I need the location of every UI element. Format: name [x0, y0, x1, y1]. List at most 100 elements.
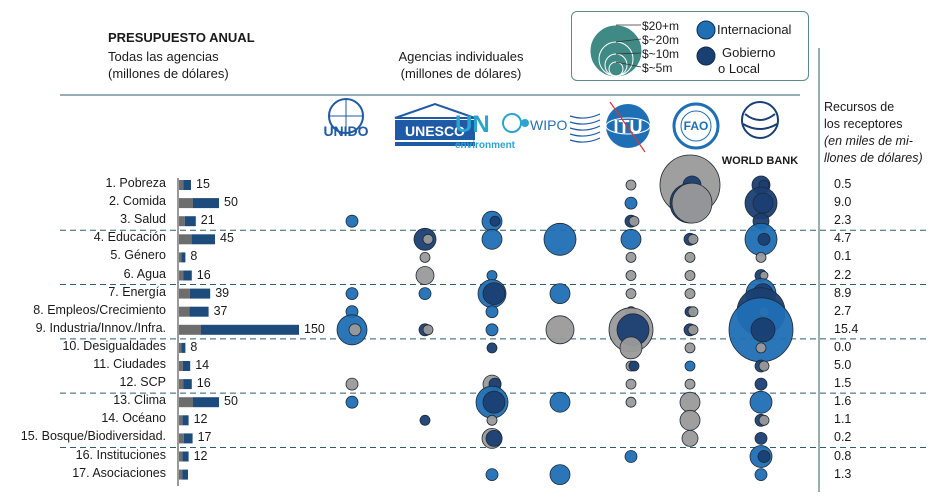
recursos-value: 0.2: [834, 430, 852, 445]
bar-value-label: 14: [195, 358, 210, 372]
legend-size-10: $~10m: [642, 47, 680, 61]
individual-title-line1: Agencias individuales: [398, 49, 524, 64]
bar-value-label: 45: [220, 231, 234, 246]
bubble-international: [345, 214, 359, 228]
svg-text:UN: UN: [455, 111, 490, 138]
legend-international-label: Internacional: [717, 22, 792, 37]
bubble-other: [348, 323, 362, 337]
bubble-other: [419, 251, 431, 263]
bar-value-label: 8: [190, 339, 198, 354]
bubble-international: [620, 228, 642, 250]
bubble-other: [758, 360, 770, 372]
bubble-international: [481, 228, 503, 250]
bar-value-label: 12: [193, 448, 208, 463]
bubble-government: [757, 232, 771, 246]
bar-segment-other: [179, 216, 185, 227]
bubble-government: [482, 282, 506, 306]
bubble-international: [549, 391, 571, 413]
recursos-value: 9.0: [834, 195, 852, 210]
agency-logos: UNIDO UNESCO UN environment WIPO ITU FAO…: [323, 98, 798, 167]
bar-segment-other: [179, 451, 183, 462]
category-label: 9. Industria/Innov./Infra.: [35, 320, 166, 335]
bubble-other: [684, 251, 696, 263]
bubble-government: [750, 317, 776, 343]
legend-government-dot: [696, 46, 716, 66]
bubble-other: [758, 414, 770, 426]
bubble-international: [543, 222, 577, 256]
bar-segment-main: [183, 379, 192, 390]
bubble-international: [485, 468, 499, 482]
legend-size-5: $~5m: [642, 61, 673, 75]
category-label: 10. Desigualdades: [62, 338, 166, 353]
bubble-international: [485, 323, 499, 337]
bubble-government: [754, 431, 768, 445]
bubble-government: [485, 429, 503, 447]
budget-subtitle-line2: (millones de dólares): [108, 66, 229, 81]
recursos-value: 4.7: [834, 231, 852, 246]
category-label: 6. Agua: [123, 266, 166, 281]
category-label: 8. Empleos/Crecimiento: [33, 302, 166, 317]
bar-segment-main: [182, 361, 191, 371]
recursos-value: 0.5: [834, 177, 852, 191]
recursos-line1: Recursos de: [824, 100, 895, 114]
bar-segment-main: [193, 397, 219, 408]
bar-segment-main: [182, 469, 188, 480]
bubble-other: [684, 270, 696, 281]
bar-value-label: 37: [213, 303, 228, 318]
svg-text:UNIDO: UNIDO: [323, 123, 368, 139]
bar-segment-main: [183, 270, 192, 281]
bubble-other: [687, 324, 699, 336]
legend-international-dot: [696, 20, 716, 40]
svg-text:environment: environment: [455, 140, 516, 151]
itu-logo: ITU: [605, 101, 651, 153]
bubble-other: [684, 378, 696, 390]
bubble-government: [757, 450, 771, 463]
bar-segment-other: [179, 397, 193, 408]
individual-agencies-title: Agencias individuales (millones de dólar…: [376, 48, 546, 82]
bubble-government: [486, 342, 498, 354]
recursos-value: 0.8: [834, 448, 852, 463]
bar-value-label: 16: [196, 267, 211, 282]
bubble-other: [486, 414, 498, 426]
bubble-international: [549, 283, 571, 305]
bar-segment-other: [179, 306, 190, 317]
unesco-logo: UNESCO: [394, 102, 476, 146]
recursos-value: 1.3: [834, 466, 852, 481]
bubble-international: [754, 468, 768, 482]
recursos-value: 0.1: [834, 249, 852, 264]
category-label: 13. Clima: [113, 393, 166, 408]
bar-segment-other: [179, 361, 183, 371]
bar-segment-main: [193, 198, 219, 209]
bar-value-label: 15: [196, 177, 210, 191]
recursos-value: 5.0: [834, 358, 852, 372]
bar-segment-other: [179, 270, 184, 281]
recursos-value: 1.1: [834, 412, 852, 427]
bubble-government: [752, 192, 774, 214]
bubble-government: [489, 215, 501, 227]
bubble-international: [486, 270, 498, 281]
recursos-value: 15.4: [834, 321, 859, 336]
bubble-other: [679, 409, 701, 431]
category-label: 5. Género: [110, 248, 166, 263]
bar-value-label: 50: [224, 195, 238, 210]
bar-value-label: 21: [200, 213, 215, 228]
bar-segment-main: [181, 252, 186, 263]
bubble-government: [419, 414, 431, 426]
bar-segment-other: [179, 379, 184, 390]
bubble-other: [625, 251, 637, 263]
bubble-other: [625, 288, 637, 300]
bar-segment-other: [179, 415, 183, 426]
bar-segment-other: [179, 180, 184, 190]
bubble-other: [422, 324, 434, 336]
bubble-other: [755, 251, 767, 263]
category-label: 12. SCP: [119, 375, 166, 390]
individual-title-line2: (millones de dólares): [400, 66, 522, 81]
bar-segment-other: [179, 234, 192, 245]
bubble-other: [671, 182, 713, 224]
bubble-other: [755, 342, 767, 354]
bar-segment-main: [201, 324, 299, 335]
category-label: 7. Energía: [108, 284, 166, 299]
category-label: 14. Océano: [101, 411, 166, 426]
recursos-line4: llones de dólares): [824, 151, 923, 165]
svg-text:FAO: FAO: [684, 119, 709, 133]
